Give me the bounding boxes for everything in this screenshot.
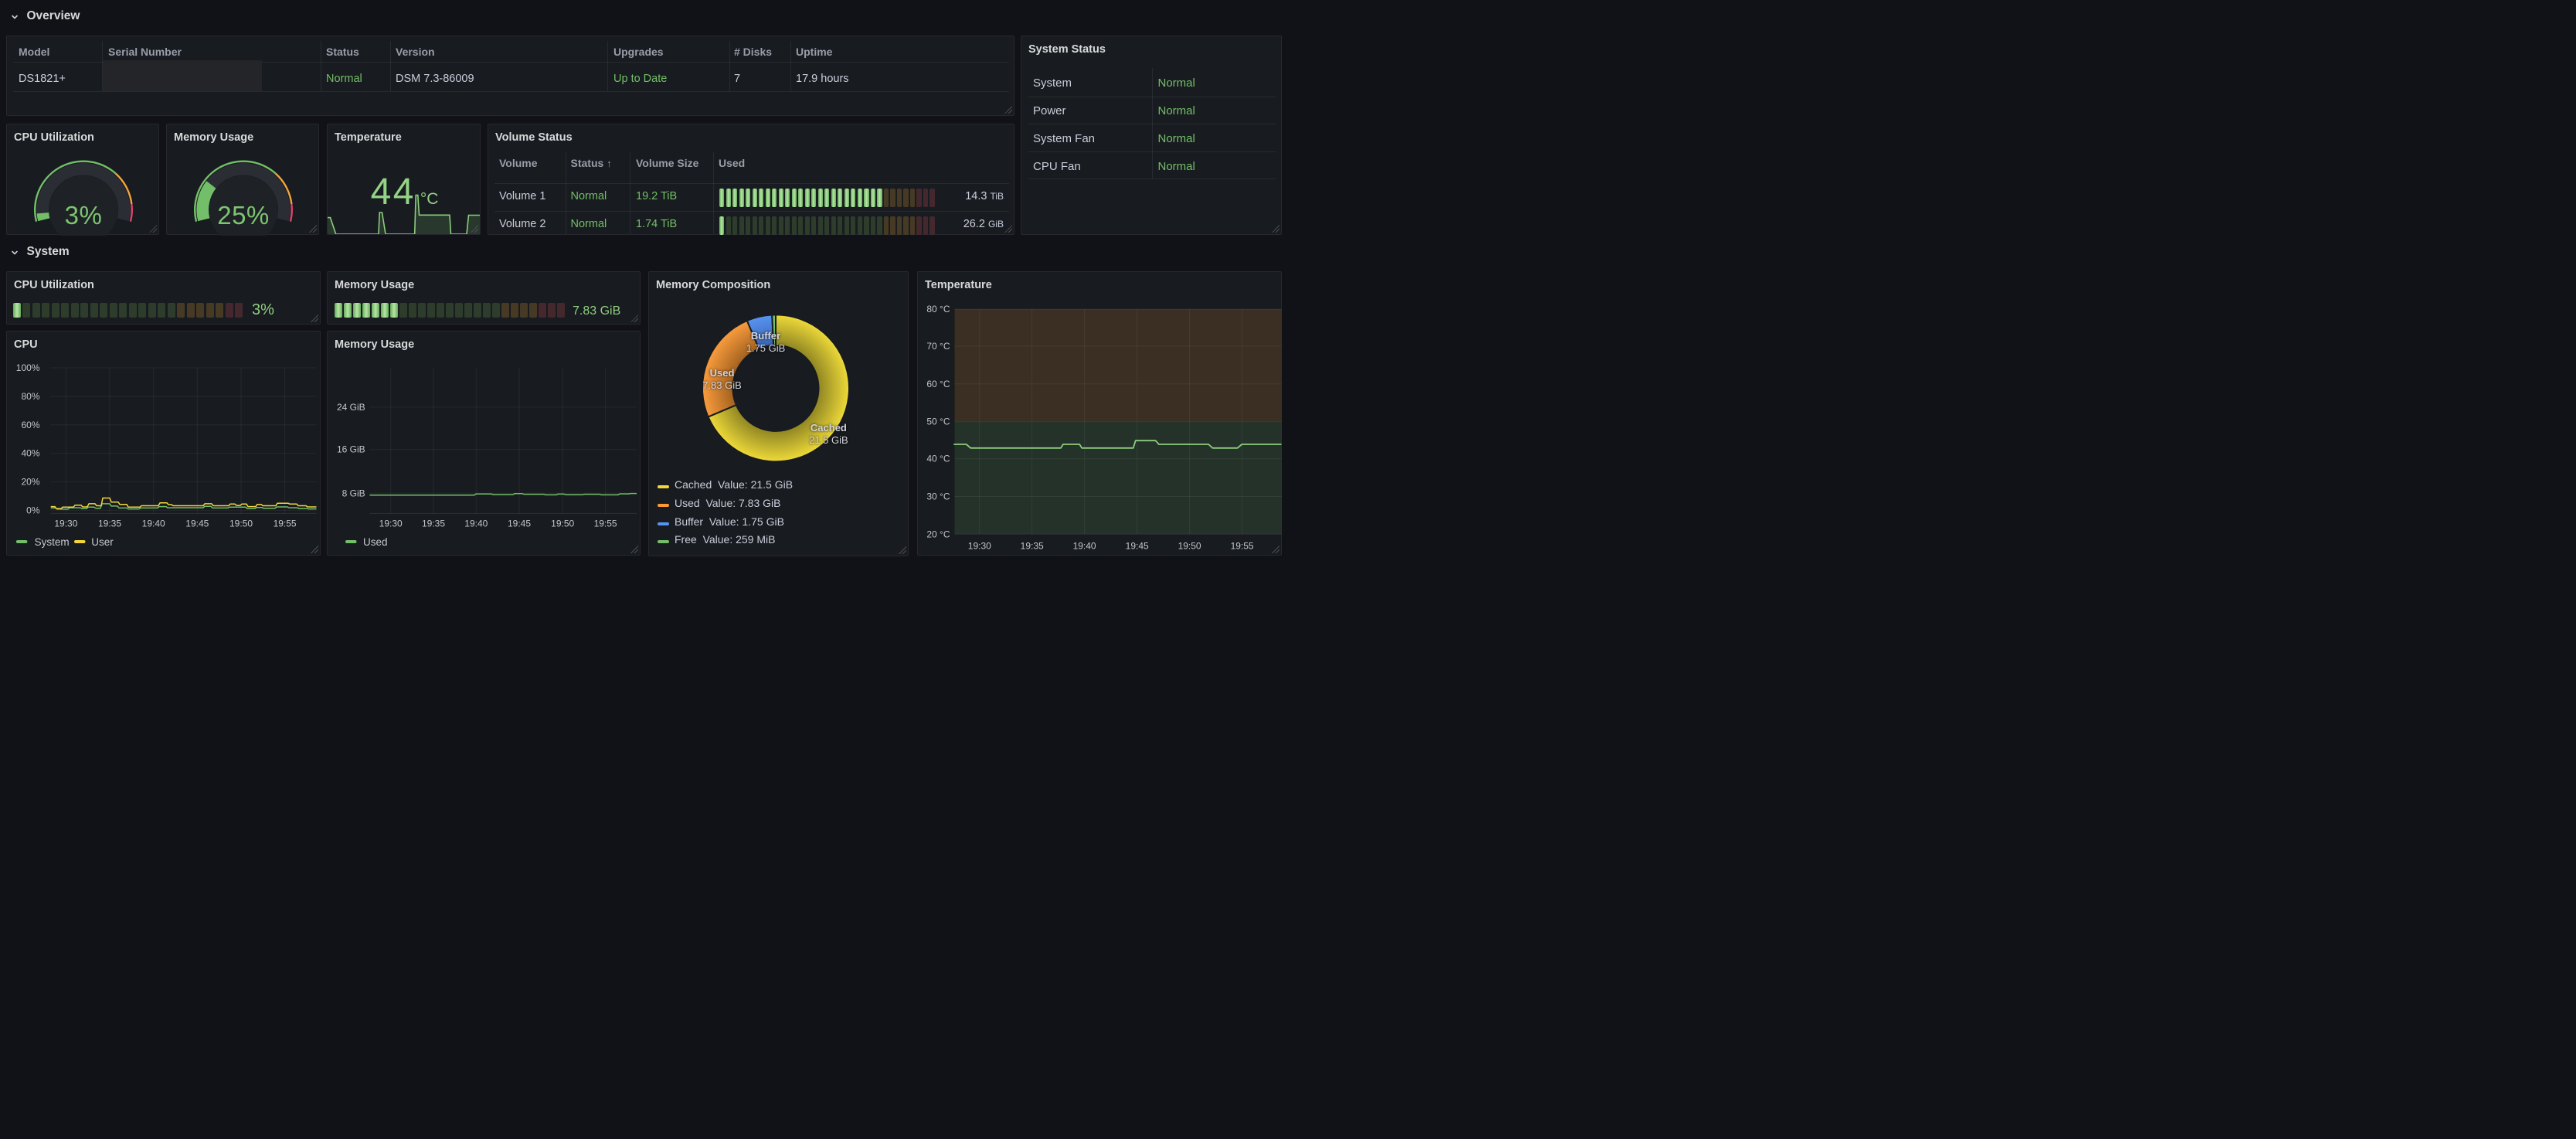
svg-text:24 GiB: 24 GiB [337,402,365,413]
svg-text:19:35: 19:35 [422,518,445,529]
svg-text:19:35: 19:35 [98,518,121,529]
svg-text:60%: 60% [21,420,39,430]
svg-text:19:55: 19:55 [274,518,297,529]
svg-text:40%: 40% [21,448,39,459]
svg-text:8 GiB: 8 GiB [342,488,365,498]
svg-text:30 °C: 30 °C [926,491,950,502]
svg-text:19:50: 19:50 [229,518,253,529]
svg-text:100%: 100% [16,362,40,373]
svg-text:20 °C: 20 °C [926,529,950,539]
svg-text:19:30: 19:30 [379,518,403,529]
svg-text:System: System [35,536,70,548]
svg-text:50 °C: 50 °C [926,416,950,427]
svg-text:19:30: 19:30 [968,541,991,552]
svg-text:70 °C: 70 °C [926,341,950,352]
svg-text:Used: Used [363,536,388,548]
svg-text:60 °C: 60 °C [926,379,950,389]
svg-text:19:45: 19:45 [508,518,531,529]
svg-text:19:35: 19:35 [1021,541,1044,552]
svg-text:19:50: 19:50 [1178,541,1201,552]
svg-text:19:40: 19:40 [142,518,165,529]
svg-text:80 °C: 80 °C [926,304,950,314]
svg-text:19:30: 19:30 [54,518,77,529]
svg-text:20%: 20% [21,477,39,488]
svg-text:19:45: 19:45 [185,518,209,529]
svg-text:0%: 0% [26,505,40,515]
svg-text:40 °C: 40 °C [926,454,950,464]
svg-text:19:40: 19:40 [1073,541,1096,552]
svg-text:19:55: 19:55 [594,518,617,529]
svg-text:80%: 80% [21,391,39,402]
svg-text:19:40: 19:40 [464,518,488,529]
svg-text:19:55: 19:55 [1231,541,1254,552]
svg-text:User: User [91,536,114,548]
svg-text:19:45: 19:45 [1126,541,1149,552]
svg-text:16 GiB: 16 GiB [337,444,365,455]
svg-text:19:50: 19:50 [551,518,574,529]
